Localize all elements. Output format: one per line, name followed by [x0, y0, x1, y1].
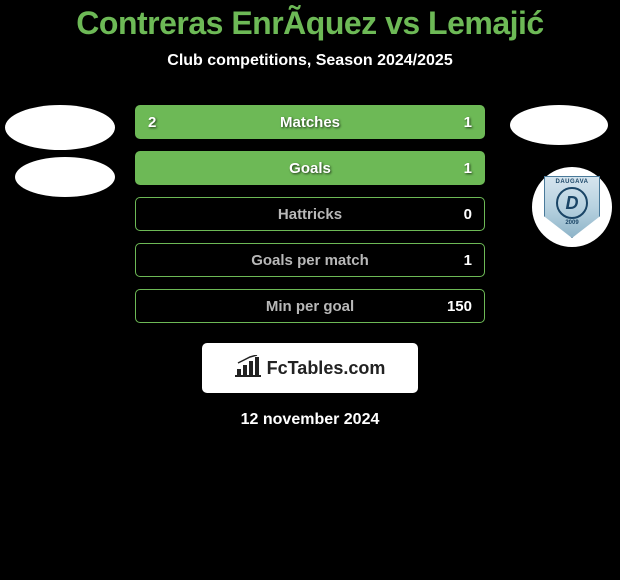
branding-content: FcTables.com — [235, 355, 386, 382]
stat-label: Goals per match — [136, 252, 484, 269]
stat-right-value: 1 — [464, 252, 472, 269]
main-container: Contreras EnrÃ­quez vs Lemajić Club comp… — [0, 0, 620, 429]
team-year: 2009 — [565, 220, 578, 226]
page-title: Contreras EnrÃ­quez vs Lemajić — [0, 5, 620, 42]
branding-box[interactable]: FcTables.com — [202, 343, 418, 393]
stat-left-value: 2 — [148, 114, 156, 131]
team-shield: DAUGAVA D 2009 — [544, 176, 600, 238]
player-left-badge-2 — [15, 157, 115, 197]
player-right-badge — [510, 105, 608, 145]
team-name: DAUGAVA — [556, 179, 589, 185]
team-badge: DAUGAVA D 2009 — [532, 167, 612, 247]
stat-label: Min per goal — [136, 298, 484, 315]
stat-rows-container: 2 Matches 1 Goals 1 Hattricks 0 Goals pe… — [135, 105, 485, 323]
stat-right-value: 1 — [464, 160, 472, 177]
stat-row-min-per-goal: Min per goal 150 — [135, 289, 485, 323]
stat-right-value: 150 — [447, 298, 472, 315]
player-left-badge-1 — [5, 105, 115, 150]
stat-right-value: 0 — [464, 206, 472, 223]
stats-area: DAUGAVA D 2009 2 Matches 1 Goals 1 Hattr… — [0, 105, 620, 429]
stat-row-goals: Goals 1 — [135, 151, 485, 185]
stat-label: Hattricks — [136, 206, 484, 223]
page-subtitle: Club competitions, Season 2024/2025 — [0, 52, 620, 70]
chart-icon — [235, 355, 261, 382]
team-logo: DAUGAVA D 2009 — [544, 176, 600, 238]
date-text: 12 november 2024 — [0, 411, 620, 429]
stat-right-value: 1 — [464, 114, 472, 131]
branding-text: FcTables.com — [267, 358, 386, 379]
stat-row-matches: 2 Matches 1 — [135, 105, 485, 139]
stat-label: Matches — [136, 114, 484, 131]
stat-row-goals-per-match: Goals per match 1 — [135, 243, 485, 277]
stat-label: Goals — [136, 160, 484, 177]
stat-row-hattricks: Hattricks 0 — [135, 197, 485, 231]
team-letter: D — [556, 187, 588, 219]
